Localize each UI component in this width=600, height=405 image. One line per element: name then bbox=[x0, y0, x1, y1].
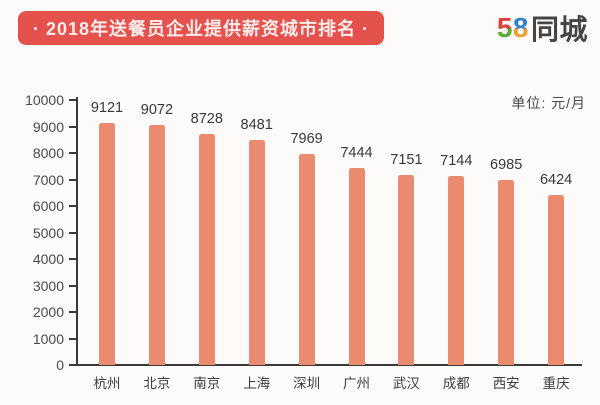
bar-value-label: 7144 bbox=[440, 152, 473, 169]
bar bbox=[148, 124, 165, 365]
bar-value-label: 6424 bbox=[539, 171, 573, 188]
y-tick-label: 7000 bbox=[32, 171, 64, 188]
y-tick-label: 5000 bbox=[32, 224, 64, 241]
y-tick-mark bbox=[69, 125, 76, 128]
x-tick-label: 北京 bbox=[143, 376, 171, 391]
bar bbox=[348, 167, 365, 365]
y-tick-label: 4000 bbox=[32, 251, 64, 267]
x-tick-label: 重庆 bbox=[542, 376, 570, 391]
x-tick-label: 上海 bbox=[243, 376, 271, 391]
logo-text: 同城 bbox=[530, 14, 588, 45]
x-axis-line bbox=[70, 364, 582, 366]
y-tick-mark bbox=[69, 205, 76, 207]
logo-digit-8: 8 bbox=[512, 12, 529, 43]
x-tick-label: 武汉 bbox=[392, 376, 420, 391]
y-tick-mark bbox=[69, 99, 76, 101]
y-tick-mark bbox=[69, 364, 76, 366]
y-tick-label: 8000 bbox=[32, 145, 64, 161]
bar-value-label: 9121 bbox=[90, 100, 124, 117]
bar-value-label: 7969 bbox=[290, 130, 323, 147]
logo-58tongcheng: 5 8 同城 bbox=[497, 10, 588, 46]
bar-value-label: 6985 bbox=[490, 156, 523, 173]
y-tick-mark bbox=[69, 337, 76, 340]
x-tick-label: 成都 bbox=[442, 376, 470, 391]
y-tick-label: 0 bbox=[56, 357, 64, 373]
y-tick-mark bbox=[69, 258, 76, 260]
logo-digit-5: 5 bbox=[496, 12, 513, 43]
x-tick-label: 杭州 bbox=[93, 376, 121, 391]
y-tick-mark bbox=[69, 311, 76, 313]
y-tick-mark bbox=[69, 284, 76, 287]
x-tick-label: 南京 bbox=[193, 376, 221, 391]
bar bbox=[198, 133, 215, 365]
y-tick-mark bbox=[69, 231, 76, 234]
y-tick-label: 2000 bbox=[32, 304, 64, 320]
bar-value-label: 7151 bbox=[390, 152, 423, 169]
y-tick-label: 9000 bbox=[32, 118, 64, 135]
title-banner-text: · 2018年送餐员企业提供薪资城市排名 · bbox=[32, 19, 370, 39]
x-tick-label: 西安 bbox=[492, 376, 520, 391]
bar bbox=[448, 175, 465, 365]
y-tick-label: 1000 bbox=[32, 330, 64, 347]
title-banner: · 2018年送餐员企业提供薪资城市排名 · bbox=[18, 11, 384, 45]
y-tick-label: 3000 bbox=[32, 277, 64, 294]
x-tick-label: 深圳 bbox=[293, 376, 321, 391]
bar-value-label: 8481 bbox=[240, 117, 273, 134]
bar bbox=[298, 153, 315, 365]
bar-value-label: 7444 bbox=[340, 144, 373, 161]
bar bbox=[398, 175, 415, 365]
bar bbox=[498, 179, 515, 365]
bar-value-label: 9072 bbox=[140, 101, 174, 118]
bar bbox=[99, 123, 115, 365]
y-tick-mark bbox=[69, 178, 76, 181]
y-tick-label: 6000 bbox=[32, 198, 64, 214]
bar bbox=[548, 194, 565, 365]
unit-label: 单位: 元/月 bbox=[511, 95, 586, 111]
bar bbox=[248, 140, 265, 365]
y-tick-label: 10000 bbox=[25, 92, 64, 108]
y-axis-line bbox=[76, 97, 78, 366]
y-tick-mark bbox=[69, 152, 76, 154]
bar-value-label: 8728 bbox=[190, 110, 223, 127]
x-tick-label: 广州 bbox=[343, 376, 370, 391]
